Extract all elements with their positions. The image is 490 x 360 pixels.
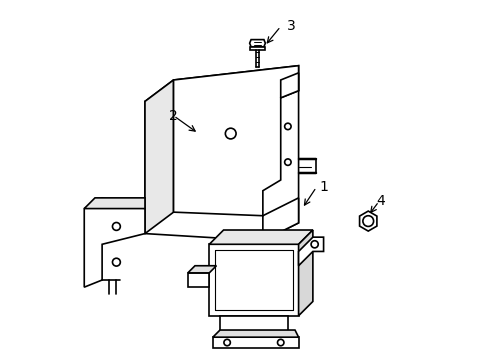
Text: 4: 4 [376, 194, 385, 208]
Circle shape [363, 216, 373, 226]
Polygon shape [145, 80, 173, 234]
Text: 1: 1 [319, 180, 328, 194]
Ellipse shape [311, 241, 318, 248]
Polygon shape [188, 273, 209, 287]
Polygon shape [249, 47, 266, 50]
Polygon shape [145, 73, 298, 241]
Polygon shape [360, 211, 377, 231]
Polygon shape [281, 73, 298, 98]
Text: 3: 3 [287, 19, 296, 33]
Text: 2: 2 [169, 109, 178, 123]
Polygon shape [84, 198, 145, 208]
Polygon shape [213, 330, 298, 337]
Polygon shape [298, 230, 313, 316]
Polygon shape [263, 198, 298, 241]
Ellipse shape [113, 222, 121, 230]
Polygon shape [213, 316, 298, 348]
Ellipse shape [277, 339, 284, 346]
Polygon shape [188, 266, 217, 273]
Ellipse shape [225, 128, 236, 139]
Ellipse shape [113, 258, 121, 266]
Polygon shape [249, 40, 266, 47]
Polygon shape [209, 244, 298, 316]
Ellipse shape [285, 123, 291, 130]
Polygon shape [145, 66, 298, 102]
Polygon shape [209, 230, 313, 244]
Ellipse shape [224, 339, 230, 346]
Ellipse shape [285, 159, 291, 165]
Polygon shape [298, 237, 323, 266]
Polygon shape [173, 66, 298, 216]
Polygon shape [84, 198, 145, 287]
